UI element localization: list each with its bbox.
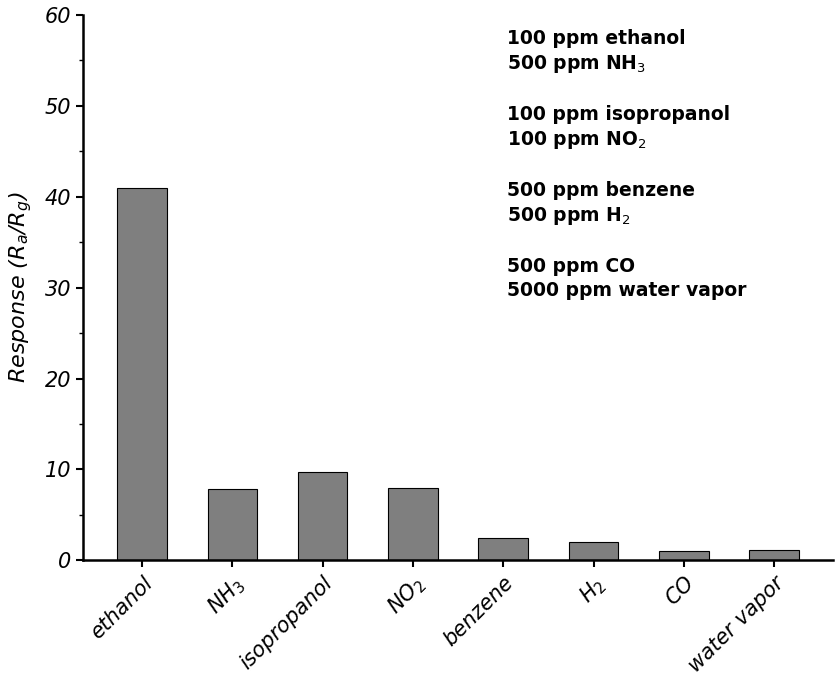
Text: 100 ppm ethanol
500 ppm NH$_3$

100 ppm isopropanol
100 ppm NO$_2$

500 ppm benz: 100 ppm ethanol 500 ppm NH$_3$ 100 ppm i… <box>507 29 747 300</box>
Bar <box>479 538 528 561</box>
Bar <box>388 488 438 561</box>
Y-axis label: Response (R$_a$/R$_g$): Response (R$_a$/R$_g$) <box>7 192 34 383</box>
Bar <box>207 488 257 561</box>
Bar <box>749 550 799 561</box>
Bar <box>569 542 618 561</box>
Bar <box>659 551 709 561</box>
Bar <box>298 472 348 561</box>
Bar <box>118 188 167 561</box>
